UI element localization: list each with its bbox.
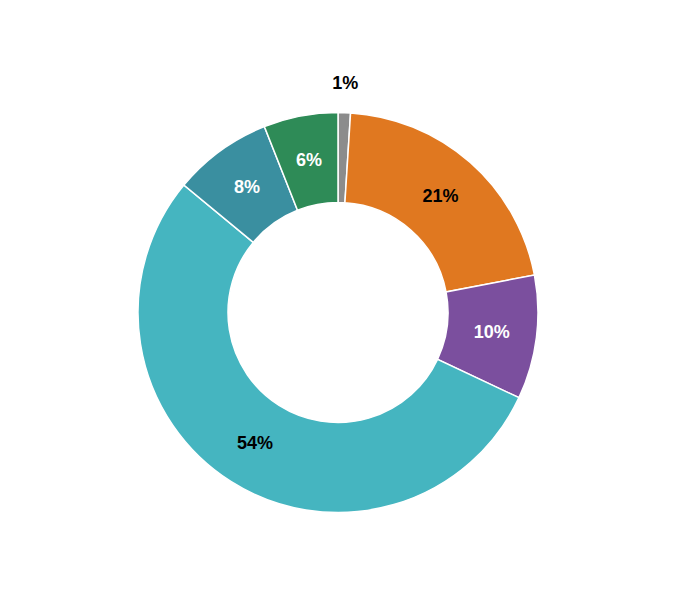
svg-text:6%: 6% <box>296 150 322 170</box>
svg-text:10%: 10% <box>474 322 510 342</box>
svg-text:1%: 1% <box>332 73 358 93</box>
svg-text:8%: 8% <box>234 177 260 197</box>
svg-text:54%: 54% <box>237 433 273 453</box>
svg-text:21%: 21% <box>422 186 458 206</box>
